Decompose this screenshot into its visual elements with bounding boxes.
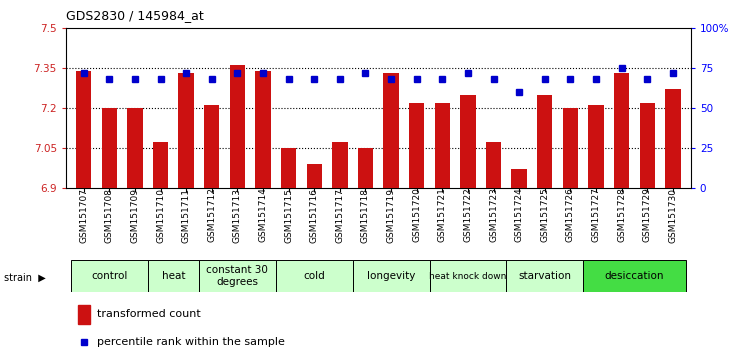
Text: GSM151709: GSM151709 bbox=[130, 188, 140, 242]
Text: GSM151729: GSM151729 bbox=[643, 188, 652, 242]
Bar bbox=[588, 105, 604, 188]
Text: GSM151718: GSM151718 bbox=[361, 188, 370, 242]
Text: GSM151708: GSM151708 bbox=[105, 188, 114, 242]
FancyBboxPatch shape bbox=[507, 260, 583, 292]
Bar bbox=[537, 95, 553, 188]
Bar bbox=[357, 148, 373, 188]
Bar bbox=[204, 105, 219, 188]
Text: percentile rank within the sample: percentile rank within the sample bbox=[97, 337, 285, 347]
Bar bbox=[255, 71, 270, 188]
Bar bbox=[281, 148, 296, 188]
Bar bbox=[230, 65, 245, 188]
Text: GSM151730: GSM151730 bbox=[668, 188, 678, 242]
Bar bbox=[178, 74, 194, 188]
Text: GSM151727: GSM151727 bbox=[591, 188, 601, 242]
Text: GSM151707: GSM151707 bbox=[79, 188, 88, 242]
Text: GDS2830 / 145984_at: GDS2830 / 145984_at bbox=[66, 9, 203, 22]
Bar bbox=[384, 74, 399, 188]
FancyBboxPatch shape bbox=[430, 260, 507, 292]
FancyBboxPatch shape bbox=[199, 260, 276, 292]
Text: heat: heat bbox=[162, 271, 185, 281]
Text: strain  ▶: strain ▶ bbox=[4, 273, 45, 283]
Bar bbox=[153, 143, 168, 188]
FancyBboxPatch shape bbox=[148, 260, 199, 292]
Text: GSM151716: GSM151716 bbox=[310, 188, 319, 242]
Bar bbox=[512, 169, 527, 188]
Bar bbox=[486, 143, 501, 188]
Bar bbox=[563, 108, 578, 188]
Text: GSM151726: GSM151726 bbox=[566, 188, 575, 242]
Bar bbox=[409, 103, 425, 188]
Bar bbox=[78, 304, 89, 324]
Bar bbox=[102, 108, 117, 188]
Text: GSM151723: GSM151723 bbox=[489, 188, 498, 242]
Text: GSM151714: GSM151714 bbox=[259, 188, 268, 242]
FancyBboxPatch shape bbox=[276, 260, 352, 292]
Text: GSM151715: GSM151715 bbox=[284, 188, 293, 242]
Text: GSM151719: GSM151719 bbox=[387, 188, 395, 242]
Text: GSM151722: GSM151722 bbox=[463, 188, 472, 242]
Text: GSM151712: GSM151712 bbox=[208, 188, 216, 242]
Text: GSM151725: GSM151725 bbox=[540, 188, 549, 242]
Text: GSM151728: GSM151728 bbox=[617, 188, 626, 242]
FancyBboxPatch shape bbox=[71, 260, 148, 292]
Bar bbox=[435, 103, 450, 188]
Text: GSM151721: GSM151721 bbox=[438, 188, 447, 242]
Bar bbox=[306, 164, 322, 188]
Text: GSM151720: GSM151720 bbox=[412, 188, 421, 242]
Text: GSM151711: GSM151711 bbox=[182, 188, 191, 242]
Bar bbox=[461, 95, 476, 188]
FancyBboxPatch shape bbox=[583, 260, 686, 292]
Text: starvation: starvation bbox=[518, 271, 572, 281]
Text: constant 30
degrees: constant 30 degrees bbox=[206, 265, 268, 287]
Bar bbox=[640, 103, 655, 188]
Text: control: control bbox=[91, 271, 127, 281]
Text: heat knock down: heat knock down bbox=[429, 272, 507, 281]
Bar bbox=[127, 108, 143, 188]
Bar bbox=[76, 71, 91, 188]
Bar bbox=[614, 74, 629, 188]
Text: longevity: longevity bbox=[367, 271, 415, 281]
FancyBboxPatch shape bbox=[352, 260, 430, 292]
Text: desiccation: desiccation bbox=[605, 271, 664, 281]
Bar bbox=[332, 143, 347, 188]
Text: transformed count: transformed count bbox=[97, 309, 201, 319]
Text: GSM151724: GSM151724 bbox=[515, 188, 523, 242]
Text: cold: cold bbox=[303, 271, 325, 281]
Text: GSM151713: GSM151713 bbox=[233, 188, 242, 242]
Bar bbox=[665, 90, 681, 188]
Text: GSM151710: GSM151710 bbox=[156, 188, 165, 242]
Text: GSM151717: GSM151717 bbox=[336, 188, 344, 242]
